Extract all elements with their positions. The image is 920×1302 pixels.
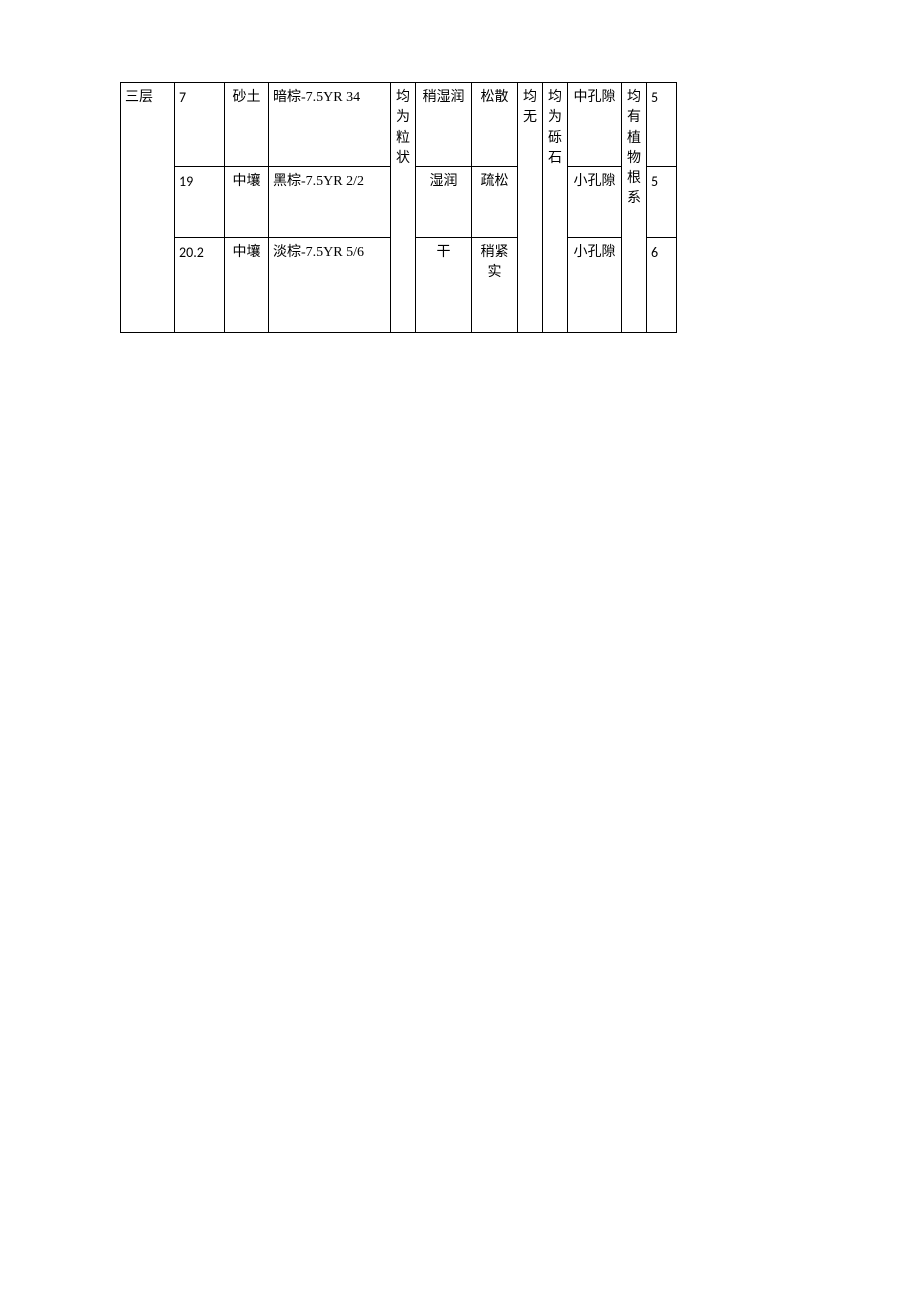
cell-gravel: 均为砾石 <box>543 83 568 333</box>
cell-pores: 中孔隙 <box>568 83 622 167</box>
cell-moisture: 干 <box>416 238 472 333</box>
cell-moisture: 稍湿润 <box>416 83 472 167</box>
cell-texture: 中壤 <box>225 167 269 238</box>
cell-roots: 均有植物根系 <box>622 83 647 333</box>
cell-compact: 松散 <box>472 83 518 167</box>
cell-ph: 5 <box>647 167 677 238</box>
cell-ph: 5 <box>647 83 677 167</box>
cell-color: 淡棕-7.5YR 5/6 <box>269 238 391 333</box>
table-row: 三层 7 砂土 暗棕-7.5YR 34 均为粒状 稍湿润 松散 均无 均为砾石 … <box>121 83 677 167</box>
cell-color: 黑棕-7.5YR 2/2 <box>269 167 391 238</box>
cell-texture: 砂土 <box>225 83 269 167</box>
cell-layer: 三层 <box>121 83 175 333</box>
cell-depth: 20.2 <box>175 238 225 333</box>
page: 三层 7 砂土 暗棕-7.5YR 34 均为粒状 稍湿润 松散 均无 均为砾石 … <box>0 0 920 1302</box>
cell-pores: 小孔隙 <box>568 238 622 333</box>
cell-depth: 19 <box>175 167 225 238</box>
cell-texture: 中壤 <box>225 238 269 333</box>
soil-profile-table: 三层 7 砂土 暗棕-7.5YR 34 均为粒状 稍湿润 松散 均无 均为砾石 … <box>120 82 677 333</box>
cell-spots: 均无 <box>518 83 543 333</box>
cell-compact: 疏松 <box>472 167 518 238</box>
cell-structure: 均为粒状 <box>391 83 416 333</box>
cell-depth: 7 <box>175 83 225 167</box>
cell-color: 暗棕-7.5YR 34 <box>269 83 391 167</box>
cell-ph: 6 <box>647 238 677 333</box>
cell-pores: 小孔隙 <box>568 167 622 238</box>
cell-compact: 稍紧实 <box>472 238 518 333</box>
layer-label: 三层 <box>125 90 153 105</box>
cell-moisture: 湿润 <box>416 167 472 238</box>
